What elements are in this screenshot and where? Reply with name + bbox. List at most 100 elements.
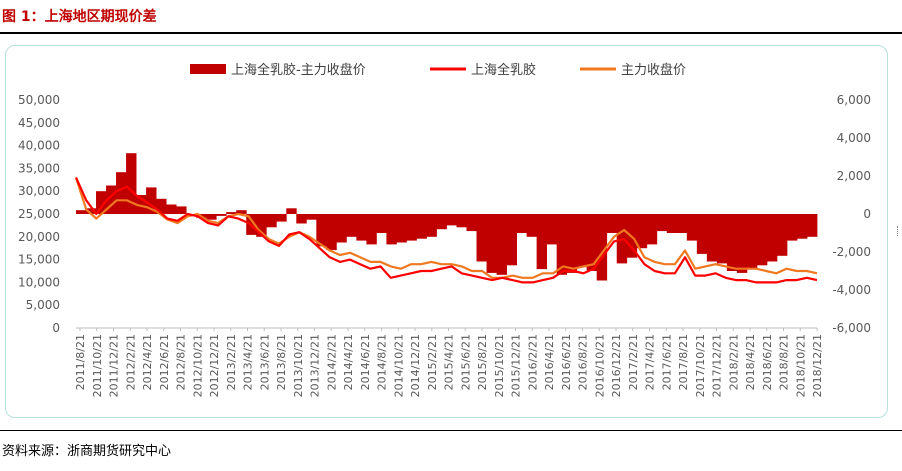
spread-bar — [566, 214, 578, 273]
spread-bar — [676, 214, 688, 233]
left-tick-label: 25,000 — [18, 207, 60, 221]
x-tick-label: 2017/12/21 — [711, 334, 724, 397]
spread-bar — [656, 214, 668, 232]
x-tick-label: 2015/12/21 — [510, 334, 523, 397]
x-tick-label: 2017/4/21 — [644, 334, 657, 390]
spread-bar — [146, 187, 157, 214]
source-divider — [0, 430, 902, 431]
spread-bar — [166, 204, 177, 214]
spread-bar — [216, 214, 227, 216]
x-tick-label: 2012/12/21 — [208, 334, 221, 397]
spread-bar — [706, 214, 718, 262]
chart: 上海全乳胶-主力收盘价 上海全乳胶 主力收盘价 0 5,000 10,000 15,000… — [18, 62, 871, 397]
x-tick-label: 2016/8/21 — [577, 334, 590, 390]
spread-bar — [556, 214, 568, 275]
x-tick-label: 2013/2/21 — [225, 334, 238, 390]
spread-bar — [276, 214, 287, 222]
spread-bar — [136, 195, 147, 214]
spread-bar — [806, 214, 818, 237]
left-tick-label: 0 — [52, 321, 60, 335]
x-tick-label: 2018/6/21 — [761, 334, 774, 390]
spread-bar — [376, 214, 387, 233]
x-tick-label: 2011/12/21 — [108, 334, 121, 397]
x-tick-label: 2017/10/21 — [694, 334, 707, 397]
right-tick-label: 2,000 — [837, 169, 871, 183]
right-y-axis: -6,000 -4,000 -2,000 0 2,000 4,000 6,000 — [832, 93, 871, 335]
left-tick-label: 10,000 — [18, 275, 60, 289]
spread-bar — [226, 212, 237, 214]
spread-bar — [426, 214, 437, 237]
x-tick-label: 2014/10/21 — [392, 334, 405, 397]
spread-bar — [476, 214, 487, 262]
spread-bar — [696, 214, 708, 254]
resize-handle[interactable] — [897, 226, 900, 236]
x-tick-label: 2017/2/21 — [627, 334, 640, 390]
right-tick-label: -2,000 — [832, 245, 871, 259]
spread-bar — [796, 214, 808, 239]
spread-bar — [786, 214, 798, 241]
left-tick-label: 35,000 — [18, 161, 60, 175]
spread-bar — [266, 214, 277, 228]
x-tick-label: 2016/12/21 — [610, 334, 623, 397]
spread-bar — [646, 214, 658, 245]
left-y-axis: 0 5,000 10,000 15,000 20,000 25,000 30,000 35,0… — [18, 93, 60, 335]
x-tick-label: 2014/4/21 — [342, 334, 355, 390]
spread-bar — [156, 198, 167, 214]
spread-bar — [776, 214, 788, 256]
x-tick-label: 2014/8/21 — [376, 334, 389, 390]
spread-bar — [746, 214, 758, 270]
spread-bar — [126, 153, 137, 214]
x-tick-label: 2013/6/21 — [258, 334, 271, 390]
spread-bar — [456, 214, 467, 228]
spread-bar — [756, 214, 768, 266]
x-axis: 2011/8/21 2011/10/21 2011/12/21 2012/2/21 20… — [74, 327, 824, 397]
x-tick-label: 2016/4/21 — [543, 334, 556, 390]
x-tick-label: 2015/10/21 — [493, 334, 506, 397]
spread-bar — [386, 214, 397, 245]
left-tick-label: 20,000 — [18, 230, 60, 244]
x-tick-label: 2018/8/21 — [778, 334, 791, 390]
spread-bar — [686, 214, 698, 241]
x-tick-label: 2017/8/21 — [677, 334, 690, 390]
spread-bar — [106, 185, 117, 214]
x-tick-label: 2015/6/21 — [459, 334, 472, 390]
x-tick-label: 2016/2/21 — [526, 334, 539, 390]
x-tick-label: 2014/2/21 — [325, 334, 338, 390]
spread-bar — [496, 214, 507, 275]
spread-bar — [716, 214, 728, 264]
x-tick-label: 2018/2/21 — [727, 334, 740, 390]
x-tick-label: 2018/4/21 — [744, 334, 757, 390]
spread-bar — [666, 214, 678, 233]
x-tick-label: 2017/6/21 — [660, 334, 673, 390]
left-tick-label: 15,000 — [18, 253, 60, 267]
spread-bar — [466, 214, 477, 232]
spread-bar — [236, 210, 247, 214]
x-tick-label: 2016/10/21 — [593, 334, 606, 397]
spread-bar — [336, 214, 347, 243]
x-tick-label: 2014/6/21 — [359, 334, 372, 390]
spread-bar — [526, 214, 538, 237]
legend-label: 上海全乳胶-主力收盘价 — [231, 62, 366, 78]
spread-bar — [596, 214, 608, 281]
x-tick-label: 2015/8/21 — [476, 334, 489, 390]
spread-bar — [296, 214, 307, 224]
spread-bar — [86, 208, 97, 214]
spread-bar — [76, 210, 87, 214]
spread-bar — [326, 214, 337, 251]
legend-swatch-bar — [190, 64, 226, 74]
x-tick-label: 2013/4/21 — [242, 334, 255, 390]
right-tick-label: 6,000 — [837, 93, 871, 107]
spread-bar — [536, 214, 548, 270]
x-tick-label: 2011/10/21 — [91, 334, 104, 397]
source-note: 资料来源：浙商期货研究中心 — [2, 444, 172, 459]
spread-bar — [436, 214, 447, 230]
spread-bar — [96, 191, 107, 214]
spread-bar — [396, 214, 407, 243]
x-tick-label: 2016/6/21 — [560, 334, 573, 390]
right-tick-label: 0 — [863, 207, 871, 221]
spread-bar — [316, 214, 327, 247]
chart-legend: 上海全乳胶-主力收盘价 上海全乳胶 主力收盘价 — [190, 62, 686, 78]
legend-label: 主力收盘价 — [621, 62, 686, 78]
legend-label: 上海全乳胶 — [471, 62, 536, 78]
spread-bar — [356, 214, 367, 241]
